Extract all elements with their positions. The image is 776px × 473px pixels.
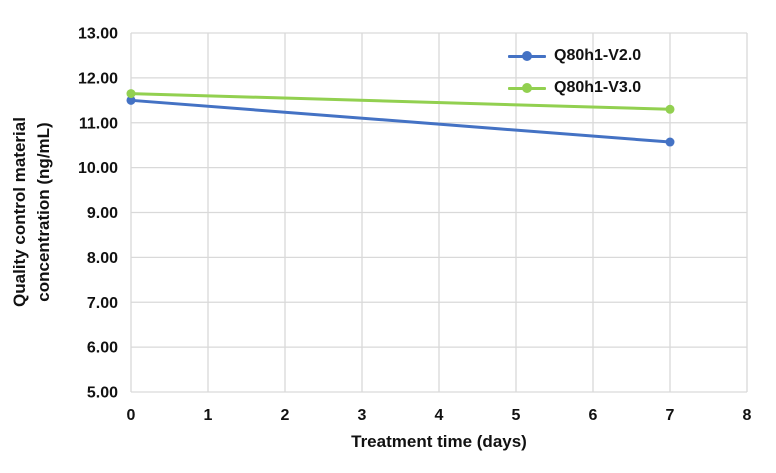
x-axis-title: Treatment time (days) [351,432,527,451]
x-axis-tick-label: 3 [358,407,367,424]
legend-label: Q80h1-V2.0 [554,47,642,64]
legend-item: Q80h1-V3.0 [508,77,641,99]
y-axis-tick-label: 9.00 [87,205,118,222]
legend-dot-icon [522,83,532,93]
legend-dot-icon [522,51,532,61]
data-point-marker [126,89,136,99]
y-axis-tick-label: 5.00 [87,385,118,402]
y-axis-tick-label: 12.00 [78,70,118,87]
x-axis-tick-label: 0 [127,407,136,424]
legend-item: Q80h1-V2.0 [508,45,641,67]
y-axis-tick-label: 10.00 [78,160,118,177]
series-line [129,98,672,144]
y-axis-tick-label: 6.00 [87,340,118,357]
legend-label: Q80h1-V3.0 [554,79,642,96]
y-axis-tick-label: 11.00 [79,115,118,132]
x-axis-tick-label: 2 [281,407,290,424]
x-axis-tick-label: 8 [743,407,752,424]
y-axis-title-line-2: concentration (ng/mL) [34,122,53,302]
y-axis-tick-label: 13.00 [78,26,118,43]
legend-line-marker-icon [508,83,546,93]
x-axis-tick-label: 6 [589,407,598,424]
series-line [129,92,672,111]
data-point-marker [665,137,675,147]
y-axis-title-line-1: Quality control material [10,117,29,307]
y-axis-tick-label: 7.00 [87,295,118,312]
data-point-marker [665,104,675,114]
x-axis-tick-label: 4 [435,407,444,424]
x-axis-tick-label: 1 [204,407,213,424]
data-point-marker [126,95,136,105]
legend-line-marker-icon [508,51,546,61]
legend: Q80h1-V2.0 Q80h1-V3.0 [508,45,641,99]
x-axis-tick-label: 7 [666,407,675,424]
x-axis-tick-label: 5 [512,407,521,424]
y-axis-tick-label: 8.00 [87,250,118,267]
y-axis-title: Quality control material concentration (… [8,62,56,362]
